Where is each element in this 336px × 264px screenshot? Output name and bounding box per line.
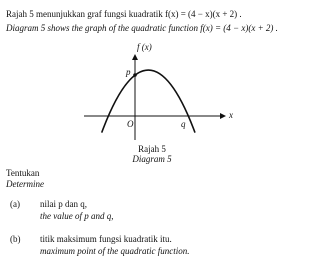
instruction-english: Determine — [5, 179, 44, 189]
parabola — [100, 69, 196, 133]
question-english: maximum point of the quadratic function. — [40, 246, 189, 256]
y-axis-label: f (x) — [137, 42, 152, 52]
q-label: q — [181, 119, 186, 129]
question-malay: titik maksimum fungsi kuadratik itu. — [40, 234, 172, 244]
x-axis-label: x — [228, 110, 233, 120]
question-label: (a) — [10, 199, 20, 209]
intro-malay: Rajah 5 menunjukkan graf fungsi kuadrati… — [6, 9, 242, 19]
caption-malay: Rajah 5 — [138, 144, 166, 154]
caption-english: Diagram 5 — [131, 154, 172, 164]
x-arrow — [220, 113, 226, 119]
diagram: f (x) x p O q Rajah 5 Diagram 5 — [84, 42, 233, 164]
origin-label: O — [127, 119, 134, 129]
intro-english: Diagram 5 shows the graph of the quadrat… — [5, 23, 278, 33]
question-malay: nilai p dan q, — [40, 199, 87, 209]
question-label: (b) — [10, 234, 21, 244]
y-arrow — [132, 54, 138, 60]
question-english: the value of p and q, — [40, 211, 114, 221]
p-label: p — [125, 67, 131, 77]
instruction-malay: Tentukan — [6, 168, 40, 178]
p-point — [133, 73, 137, 77]
